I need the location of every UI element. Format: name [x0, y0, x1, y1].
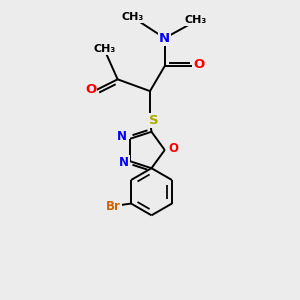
Text: O: O [193, 58, 204, 71]
Text: S: S [149, 114, 158, 127]
Text: CH₃: CH₃ [184, 15, 207, 26]
Text: O: O [168, 142, 178, 155]
Text: N: N [159, 32, 170, 45]
Text: Br: Br [106, 200, 121, 213]
Text: CH₃: CH₃ [121, 13, 143, 22]
Text: N: N [118, 156, 129, 169]
Text: N: N [117, 130, 127, 143]
Text: O: O [85, 83, 96, 96]
Text: CH₃: CH₃ [93, 44, 116, 54]
